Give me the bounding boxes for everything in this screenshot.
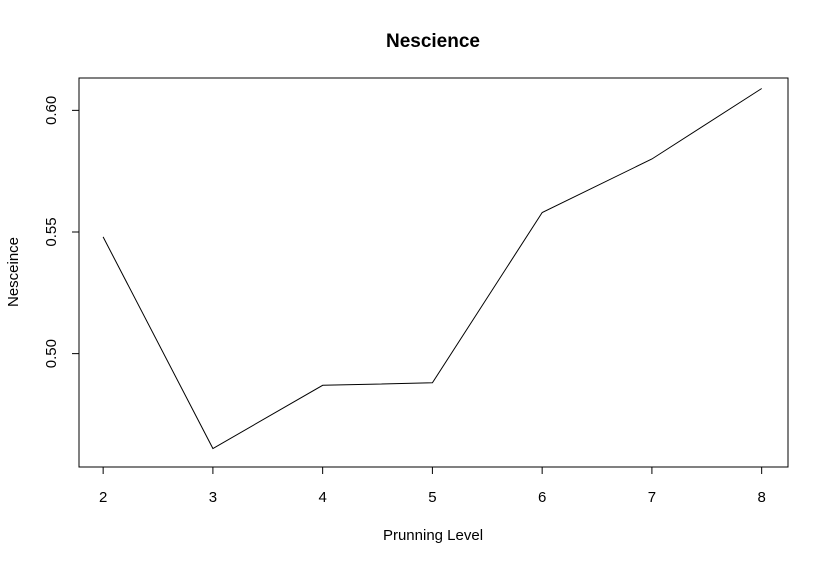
y-tick-label: 0.60 <box>43 96 60 125</box>
x-tick-label: 7 <box>648 489 656 506</box>
x-tick-label: 6 <box>538 489 546 506</box>
x-tick-label: 3 <box>209 489 217 506</box>
x-tick-label: 2 <box>99 489 107 506</box>
x-tick-label: 5 <box>428 489 436 506</box>
x-tick-label: 8 <box>757 489 765 506</box>
series-line <box>102 88 762 450</box>
x-tick-label: 4 <box>318 489 326 506</box>
x-axis: 2 3 4 5 6 7 8 <box>99 466 766 506</box>
series-group <box>102 88 762 450</box>
y-axis-label: Nesceince <box>5 237 22 307</box>
y-tick-label: 0.55 <box>43 217 60 246</box>
y-tick-label: 0.50 <box>43 339 60 368</box>
y-axis: 0.50 0.55 0.60 <box>43 96 80 368</box>
x-axis-label: Prunning Level <box>383 527 483 544</box>
plot-frame <box>78 77 789 468</box>
chart-title: Nescience <box>386 31 480 52</box>
